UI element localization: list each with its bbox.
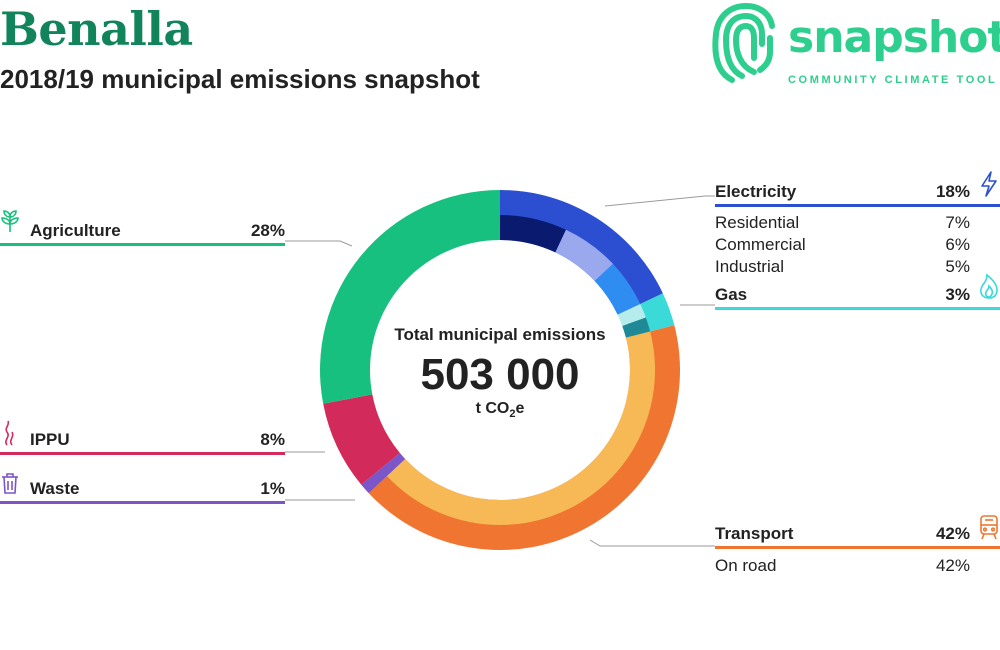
legend-electricity: Electricity 18% [715, 180, 1000, 207]
legend-transport-onroad: On road 42% [715, 554, 970, 576]
page-subtitle: 2018/19 municipal emissions snapshot [0, 64, 480, 94]
legend-electricity-pct: 18% [935, 182, 970, 201]
lightning-icon [981, 171, 997, 197]
legend-onroad-label: On road [715, 556, 777, 575]
legend-transport-label: Transport [715, 524, 794, 543]
legend-commercial-label: Commercial [715, 235, 806, 254]
unit-suffix: e [515, 400, 525, 417]
fingerprint-logo-icon [712, 2, 775, 83]
legend-waste-pct: 1% [260, 479, 285, 498]
legend-residential-label: Residential [715, 213, 800, 232]
leader-agriculture [285, 240, 353, 247]
slice-agriculture [319, 190, 500, 404]
unit-subscript: 2 [509, 408, 516, 421]
flame-icon [980, 273, 998, 299]
subslice-gas-residential [617, 304, 646, 326]
brand-tagline: COMMUNITY CLIMATE TOOL [788, 74, 998, 86]
legend-transport: Transport 42% [715, 522, 1000, 549]
legend-commercial-pct: 6% [945, 235, 970, 254]
inner-ring [387, 215, 655, 525]
total-unit: t CO2e [370, 400, 630, 420]
legend-gas-pct: 3% [945, 285, 970, 304]
legend-agriculture-pct: 28% [250, 221, 285, 240]
leader-lines [285, 195, 715, 547]
slice-ippu [323, 394, 400, 485]
smoke-icon [5, 420, 14, 446]
slice-waste [361, 452, 406, 494]
legend-electricity-label: Electricity [715, 182, 797, 201]
legend-ippu-label: IPPU [30, 430, 70, 449]
legend-electricity-industrial: Industrial 5% [715, 255, 970, 277]
legend-ippu-pct: 8% [260, 430, 285, 449]
unit-prefix: t CO [475, 400, 510, 417]
leader-transport [589, 539, 715, 547]
subslice-industrial [594, 263, 641, 315]
legend-electricity-residential: Residential 7% [715, 211, 970, 233]
page-title: Benalla [0, 2, 193, 56]
legend-waste: Waste 1% [0, 477, 285, 504]
subslice-commercial [555, 229, 613, 282]
legend-agriculture: Agriculture 28% [0, 219, 285, 246]
brand-logo-block: snapshot COMMUNITY CLIMATE TOOL [710, 0, 1000, 92]
sprout-icon [1, 210, 19, 232]
subslice-residential [500, 215, 566, 253]
legend-agriculture-label: Agriculture [30, 221, 121, 240]
brand-name: snapshot [788, 12, 1000, 63]
legend-gas-label: Gas [715, 285, 748, 304]
legend-waste-label: Waste [30, 479, 80, 498]
trash-icon [2, 473, 18, 494]
leader-electricity [604, 195, 715, 207]
subslice-gas-commercial [622, 317, 651, 338]
legend-transport-pct: 42% [935, 524, 970, 543]
train-icon [980, 515, 998, 540]
total-label: Total municipal emissions [394, 325, 606, 344]
legend-industrial-pct: 5% [945, 257, 970, 276]
legend-industrial-label: Industrial [715, 257, 784, 276]
legend-electricity-commercial: Commercial 6% [715, 233, 970, 255]
legend-ippu: IPPU 8% [0, 428, 285, 455]
legend-gas: Gas 3% [715, 283, 1000, 310]
legend-onroad-pct: 42% [935, 556, 970, 575]
total-value: 503 000 [420, 350, 580, 399]
subslice-on-road [387, 331, 655, 525]
legend-residential-pct: 7% [945, 213, 970, 232]
